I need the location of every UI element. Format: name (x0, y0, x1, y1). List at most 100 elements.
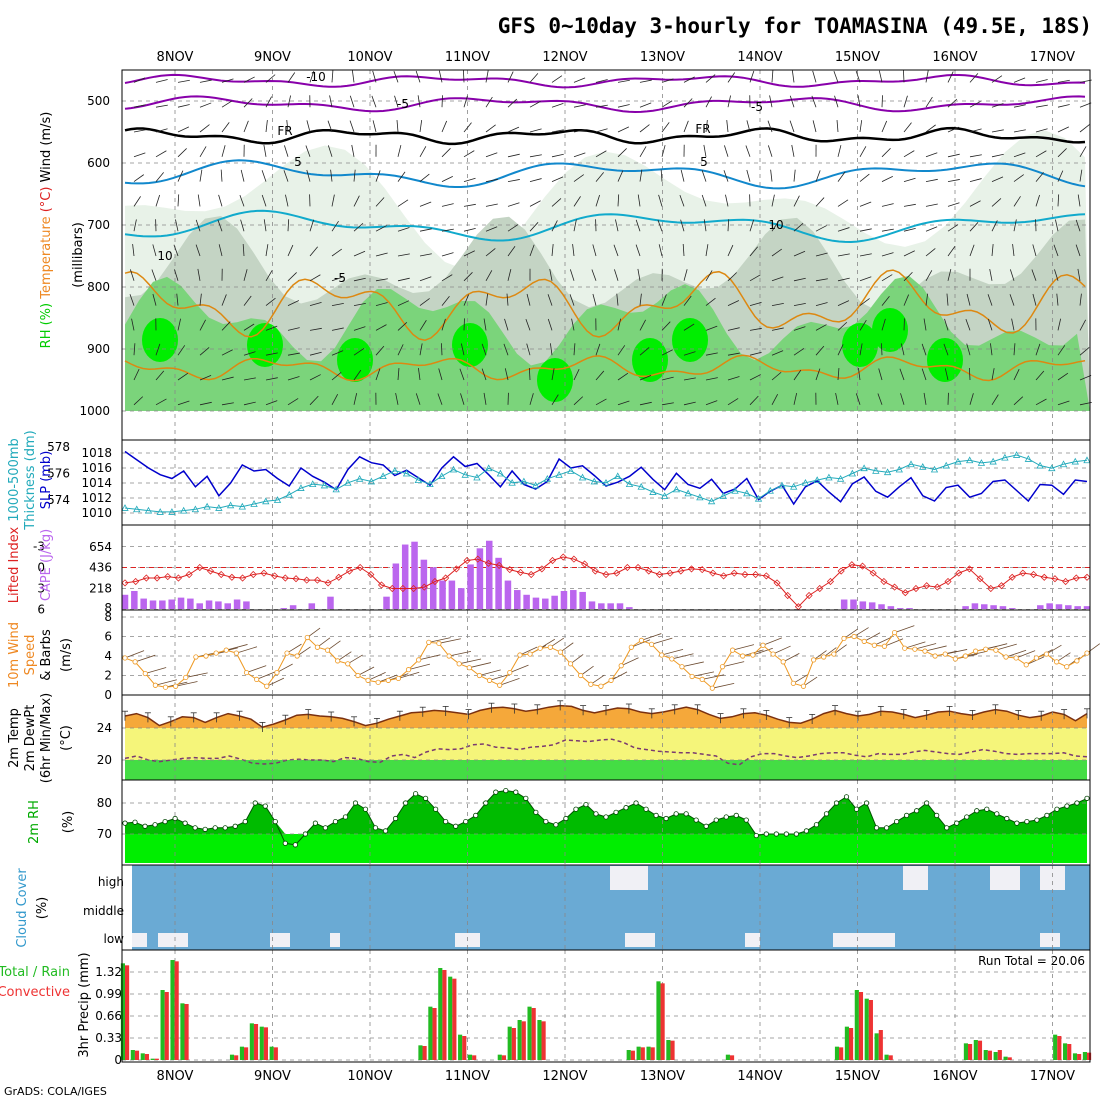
wind-speed-marker (476, 672, 483, 679)
rh-marker (693, 817, 699, 823)
thickness-marker (1024, 455, 1033, 462)
wind-barb (881, 175, 893, 182)
wind-barb (771, 394, 779, 405)
wind-barb (525, 318, 531, 331)
wind-barb (155, 194, 161, 207)
wind-barb (617, 345, 626, 356)
lifted-index-marker (399, 584, 407, 593)
wind-barb (703, 144, 707, 157)
precip-total-bar (438, 968, 443, 1060)
wind-barb (131, 318, 135, 331)
wind-barb (991, 198, 1002, 207)
lifted-index-marker (698, 566, 706, 574)
cape-bar (1055, 604, 1063, 609)
wind-barb (617, 194, 620, 207)
tick-label: 24 (97, 721, 112, 735)
wind-barb (903, 95, 908, 108)
rh-marker (533, 809, 539, 815)
wind-barb (351, 144, 355, 157)
wind-barb (732, 644, 755, 651)
wind-barb (551, 244, 554, 257)
lifted-index-marker (292, 575, 300, 583)
wind-barb (438, 70, 443, 83)
thickness-marker (977, 459, 986, 466)
wind-speed-marker (527, 651, 533, 657)
precip-total-bar (973, 1040, 978, 1060)
lifted-index-marker (645, 567, 653, 575)
cape-bar (532, 597, 540, 609)
wind-barb (705, 325, 718, 331)
thickness-marker (449, 465, 458, 473)
wind-barb (265, 297, 276, 306)
wind-barb (657, 219, 663, 232)
isotherm-15 (124, 269, 1086, 341)
wind-barb (309, 395, 319, 406)
wind-barb (375, 170, 381, 182)
cloud-bar-high (610, 866, 648, 890)
wind-barb (199, 79, 212, 83)
wind-barb (199, 401, 212, 406)
wind-barb (221, 145, 226, 157)
wind-barb (925, 293, 929, 306)
tick-label: 3 (37, 582, 45, 596)
wind-barb (815, 345, 825, 356)
wind-barb (947, 224, 959, 232)
wind-barb (573, 129, 586, 133)
rh-marker (212, 825, 218, 831)
wind-barb (460, 393, 465, 405)
wind-barb (701, 194, 707, 207)
wind-barb (925, 70, 929, 83)
wind-barb (242, 244, 245, 257)
wind-barb (900, 343, 905, 356)
lifted-index-marker (837, 567, 845, 575)
wind-barb (1079, 319, 1087, 331)
wind-barb (1079, 124, 1090, 133)
wind-barb (1056, 293, 1059, 306)
wind-barb (151, 269, 157, 281)
wind-barb (590, 674, 605, 685)
wind-speed-marker (1013, 655, 1019, 661)
precip-total-bar (983, 1050, 988, 1060)
wind-barb (1057, 372, 1069, 381)
wind-barb (375, 197, 385, 207)
rh-marker (523, 795, 529, 801)
lifted-index-marker (880, 577, 888, 586)
wind-speed-marker (507, 669, 513, 676)
wind-barb (595, 104, 608, 108)
tick-label: 4 (104, 649, 112, 663)
wind-barb (991, 129, 1004, 133)
thickness-marker (1001, 453, 1009, 461)
wind-barb (1031, 269, 1037, 281)
wind-barb (793, 674, 809, 684)
precip-total-bar (1082, 1052, 1087, 1060)
thickness-marker (707, 497, 716, 505)
wind-speed-marker (973, 648, 979, 654)
wind-barb (823, 647, 837, 658)
temperature-panel: 24 20 (97, 694, 1091, 781)
wind-barb (547, 318, 553, 331)
wind-barb (1013, 343, 1016, 356)
wind-speed-marker (456, 661, 462, 667)
wind-barb (572, 244, 575, 257)
cape-bar (121, 594, 129, 609)
cloud-level-label: low (104, 932, 125, 946)
rh-marker (593, 811, 599, 817)
cape-bar (224, 603, 231, 609)
wind-barb (924, 645, 947, 652)
tick-label: 1018 (81, 446, 112, 460)
wind-barb (771, 327, 784, 331)
wind-barb (419, 343, 423, 356)
wind-barb (595, 194, 601, 207)
wind-barb (240, 219, 245, 232)
wind-barb (199, 293, 202, 306)
wind-barb (858, 368, 861, 381)
wind-speed-marker (578, 672, 584, 679)
cloud-bar-low (860, 933, 895, 947)
thickness-marker (121, 504, 129, 511)
wind-barb (133, 219, 137, 232)
wind-barb (375, 345, 385, 356)
wind-speed-marker (780, 659, 786, 665)
wind-barb (1053, 244, 1059, 257)
wind-barb (965, 650, 988, 657)
rh-marker (142, 823, 148, 829)
